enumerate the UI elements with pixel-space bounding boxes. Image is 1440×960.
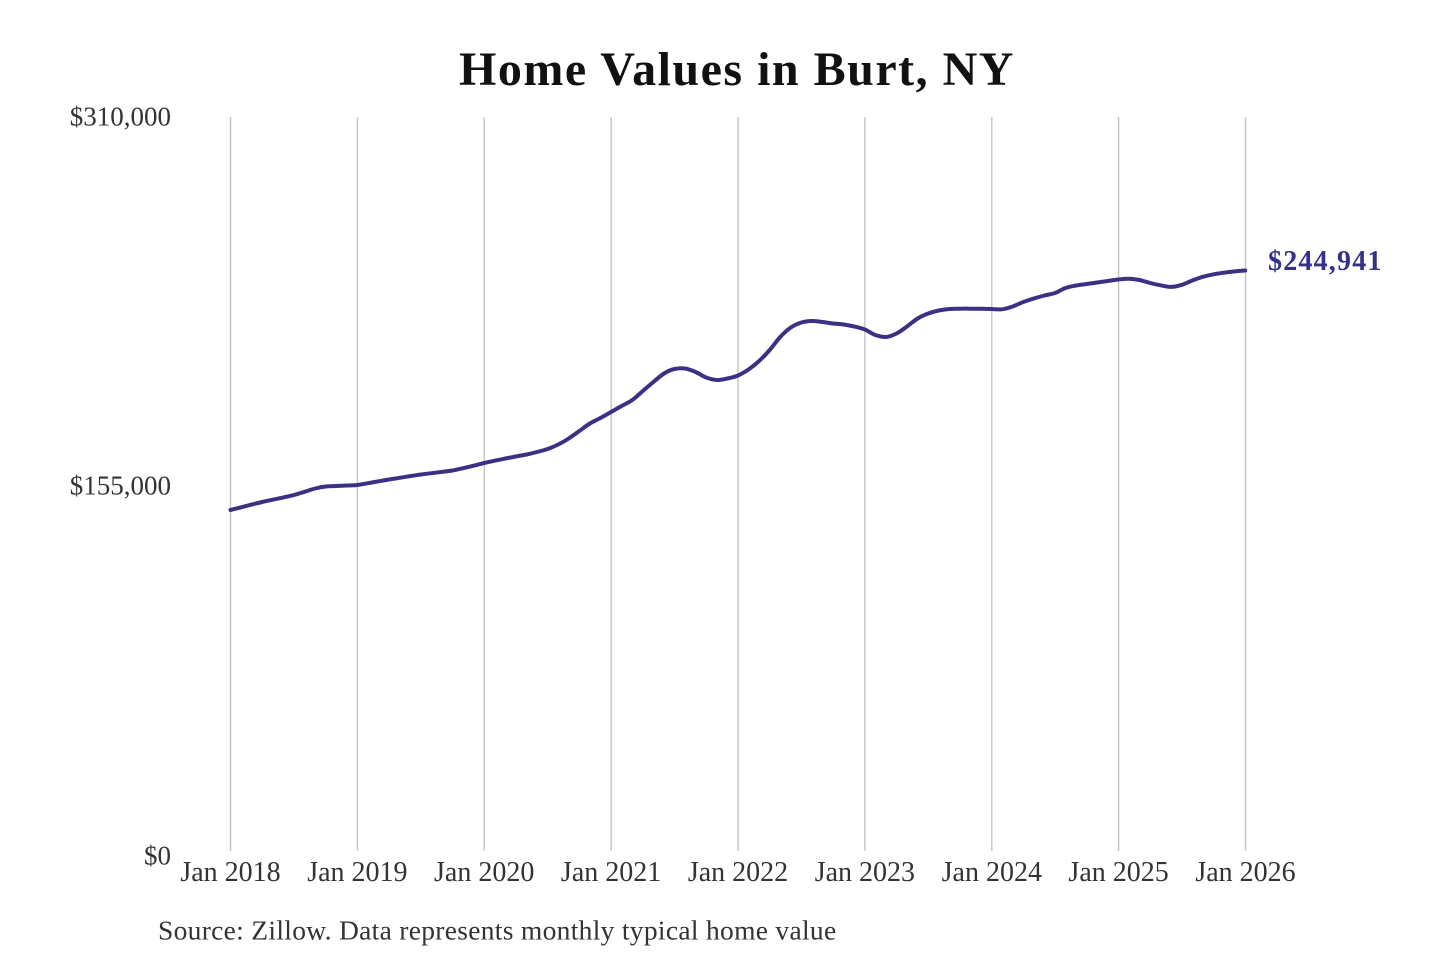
svg-text:Jan 2023: Jan 2023 — [815, 857, 915, 888]
svg-text:Home Values in Burt, NY: Home Values in Burt, NY — [459, 43, 1015, 96]
svg-text:Jan 2021: Jan 2021 — [561, 857, 661, 888]
svg-text:$155,000: $155,000 — [70, 471, 171, 501]
svg-text:Jan 2025: Jan 2025 — [1068, 857, 1168, 888]
svg-text:Jan 2026: Jan 2026 — [1195, 857, 1295, 888]
svg-text:Source: Zillow. Data represent: Source: Zillow. Data represents monthly … — [158, 915, 837, 946]
svg-text:Jan 2024: Jan 2024 — [942, 857, 1042, 888]
svg-text:$0: $0 — [144, 841, 171, 871]
svg-text:Jan 2019: Jan 2019 — [307, 857, 407, 888]
svg-text:Jan 2018: Jan 2018 — [180, 857, 280, 888]
svg-text:$244,941: $244,941 — [1268, 246, 1383, 277]
svg-text:$310,000: $310,000 — [70, 102, 171, 132]
svg-text:Jan 2020: Jan 2020 — [434, 857, 534, 888]
svg-text:Jan 2022: Jan 2022 — [688, 857, 788, 888]
